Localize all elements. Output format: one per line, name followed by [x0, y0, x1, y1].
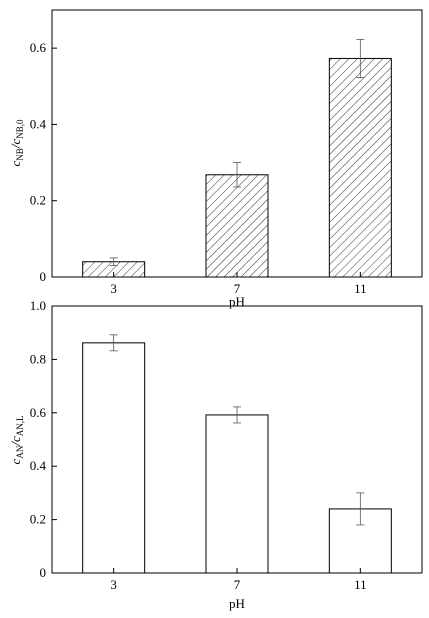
x-tick-label-top: 3: [110, 281, 117, 296]
bar-bottom-7: [205, 414, 269, 574]
bar-top-11: [328, 57, 392, 278]
y-axis-title-bottom: cAN/cAN,L: [8, 416, 25, 465]
x-axis-title-top: pH: [229, 294, 245, 309]
chart-bottom: 0 0.2 0.4 0.6 0.8 1.0 3 7 11 pH cAN/cAN,L: [8, 298, 423, 611]
x-tick-label-top: 7: [234, 281, 241, 296]
y-tick-label-bottom: 1.0: [30, 298, 46, 313]
y-tick-label-top: 0.4: [30, 116, 47, 131]
y-tick-label-top: 0.6: [30, 40, 47, 55]
y-tick-label-top: 0: [40, 269, 47, 284]
x-tick-label-bottom: 3: [110, 577, 117, 592]
bar-bottom-3: [82, 342, 146, 574]
x-tick-label-top: 11: [354, 281, 367, 296]
y-tick-label-bottom: 0.2: [30, 512, 46, 527]
y-tick-label-bottom: 0.8: [30, 351, 46, 366]
bar-top-7: [205, 174, 269, 278]
chart-top: 0 0.2 0.4 0.6 3 7 11 pH cNB/cNB,0: [8, 9, 423, 309]
marks-bottom: 0 0.2 0.4 0.6 0.8 1.0 3 7 11: [30, 298, 392, 592]
x-tick-label-bottom: 7: [234, 577, 241, 592]
y-tick-label-bottom: 0.4: [30, 458, 47, 473]
y-tick-label-bottom: 0: [40, 565, 47, 580]
marks-top: 0 0.2 0.4 0.6 3 7 11: [30, 38, 392, 296]
y-tick-label-top: 0.2: [30, 193, 46, 208]
y-tick-label-bottom: 0.6: [30, 405, 47, 420]
x-axis-title-bottom: pH: [229, 596, 245, 611]
x-tick-label-bottom: 11: [354, 577, 367, 592]
y-axis-title-top: cNB/cNB,0: [8, 119, 25, 166]
